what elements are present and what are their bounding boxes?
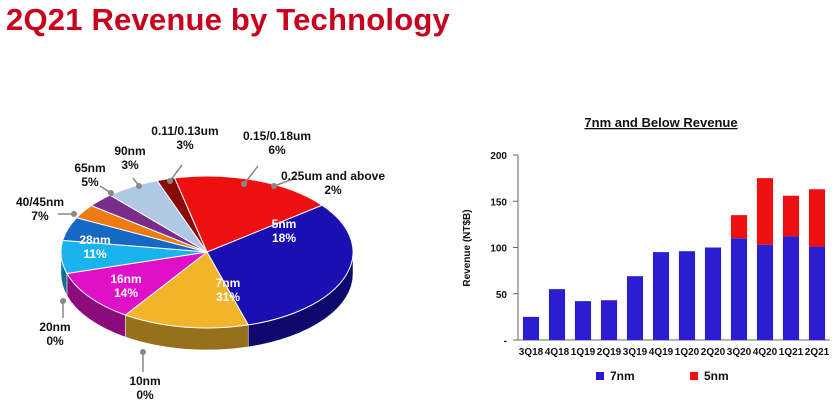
bar-7nm-4Q19 <box>652 252 670 340</box>
pie-leader-dot-0-11-0-13um <box>167 178 173 184</box>
pie-label-7nm: 7nm <box>216 276 241 290</box>
pie-label-0-25um-and-above: 0.25um and above <box>281 169 385 183</box>
pie-label-0-11-0-13um: 0.11/0.13um <box>151 124 218 138</box>
pie-slice-28nm <box>66 251 208 316</box>
legend-5nm-label: 5nm <box>704 369 729 383</box>
bar-7nm-2Q19 <box>600 300 618 340</box>
pie-percent-20nm: 0% <box>46 334 64 348</box>
bar-7nm-2Q21 <box>808 246 826 340</box>
pie-leader-0-11-0-13um <box>169 164 183 182</box>
bar-7nm-3Q18 <box>522 316 540 340</box>
pie-percent-7nm: 31% <box>216 290 240 304</box>
pie-label-20nm: 20nm <box>39 320 70 334</box>
bar-7nm-4Q20 <box>756 244 774 340</box>
pie-percent-0-25um-and-above: 2% <box>324 183 342 197</box>
pie-label-10nm: 10nm <box>129 374 160 388</box>
bar-7nm-1Q20 <box>678 251 696 340</box>
bar-x-tick-3Q19: 3Q19 <box>623 347 648 358</box>
legend-7nm-swatch <box>596 372 604 380</box>
pie-label-16nm: 16nm <box>110 272 141 286</box>
bar-x-tick-1Q20: 1Q20 <box>675 347 700 358</box>
legend-7nm-label: 7nm <box>610 369 635 383</box>
bar-y-axis-label: Revenue (NT$B) <box>462 209 473 286</box>
pie-slice-5nm <box>173 175 324 253</box>
pie-leader-dot-0-25um-and-above <box>271 183 277 189</box>
bar-x-tick-4Q18: 4Q18 <box>545 347 570 358</box>
bar-x-tick-3Q18: 3Q18 <box>519 347 544 358</box>
pie-label-65nm: 65nm <box>74 161 105 175</box>
pie-percent-90nm: 3% <box>121 158 139 172</box>
bar-x-tick-4Q19: 4Q19 <box>649 347 674 358</box>
pie-leader-dot-20nm <box>60 298 66 304</box>
bar-x-tick-1Q19: 1Q19 <box>571 347 596 358</box>
bar-7nm-3Q20 <box>730 238 748 340</box>
bar-x-tick-2Q20: 2Q20 <box>701 347 726 358</box>
bar-y-tick-0: - <box>504 336 507 347</box>
bar-x-tick-2Q19: 2Q19 <box>597 347 622 358</box>
bar-7nm-2Q20 <box>704 247 722 340</box>
pie-leader-dot-65nm <box>108 190 114 196</box>
bar-7nm-4Q18 <box>548 289 566 340</box>
pie-leader-dot-90nm <box>136 183 142 189</box>
pie-label-90nm: 90nm <box>114 144 145 158</box>
bar-y-tick-4: 200 <box>490 151 507 162</box>
bar-5nm-1Q21 <box>782 195 800 237</box>
pie-percent-65nm: 5% <box>81 175 99 189</box>
bar-x-tick-2Q21: 2Q21 <box>805 347 830 358</box>
pie-leader-0-25um-and-above <box>273 177 297 187</box>
pie-leader-dot-0-15-0-18um <box>241 181 247 187</box>
page-title: 2Q21 Revenue by Technology <box>6 2 450 37</box>
bar-x-tick-4Q20: 4Q20 <box>753 347 778 358</box>
pie-percent-28nm: 11% <box>83 247 107 261</box>
bar-chart-title: 7nm and Below Revenue <box>584 115 737 130</box>
pie-percent-0-11-0-13um: 3% <box>176 138 194 152</box>
pie-slice-7nm <box>206 204 354 326</box>
bar-7nm-1Q21 <box>782 236 800 340</box>
bar-5nm-2Q21 <box>808 189 826 247</box>
bar-x-tick-3Q20: 3Q20 <box>727 347 752 358</box>
pie-percent-0-15-0-18um: 6% <box>268 143 286 157</box>
pie-label-5nm: 5nm <box>272 217 297 231</box>
pie-percent-16nm: 14% <box>114 286 138 300</box>
bar-5nm-3Q20 <box>730 215 748 239</box>
pie-percent-10nm: 0% <box>136 388 154 402</box>
legend-5nm-swatch <box>690 372 698 380</box>
pie-label-28nm: 28nm <box>79 233 110 247</box>
bar-7nm-1Q19 <box>574 301 592 340</box>
pie-label-40-45nm: 40/45nm <box>16 195 64 209</box>
bar-x-tick-1Q21: 1Q21 <box>779 347 804 358</box>
bar-y-tick-2: 100 <box>490 244 507 255</box>
pie-label-0-15-0-18um: 0.15/0.18um <box>243 129 311 143</box>
pie-leader-0-15-0-18um <box>243 165 259 185</box>
pie-percent-40-45nm: 7% <box>31 209 49 223</box>
pie-slice-16nm <box>124 251 250 329</box>
bar-5nm-4Q20 <box>756 178 774 245</box>
bar-y-tick-3: 150 <box>490 197 507 208</box>
pie-percent-5nm: 18% <box>272 231 296 245</box>
pie-leader-dot-40-45nm <box>71 211 77 217</box>
bar-7nm-3Q19 <box>626 276 644 340</box>
pie-leader-dot-10nm <box>140 349 146 355</box>
bar-y-tick-1: 50 <box>496 290 508 301</box>
